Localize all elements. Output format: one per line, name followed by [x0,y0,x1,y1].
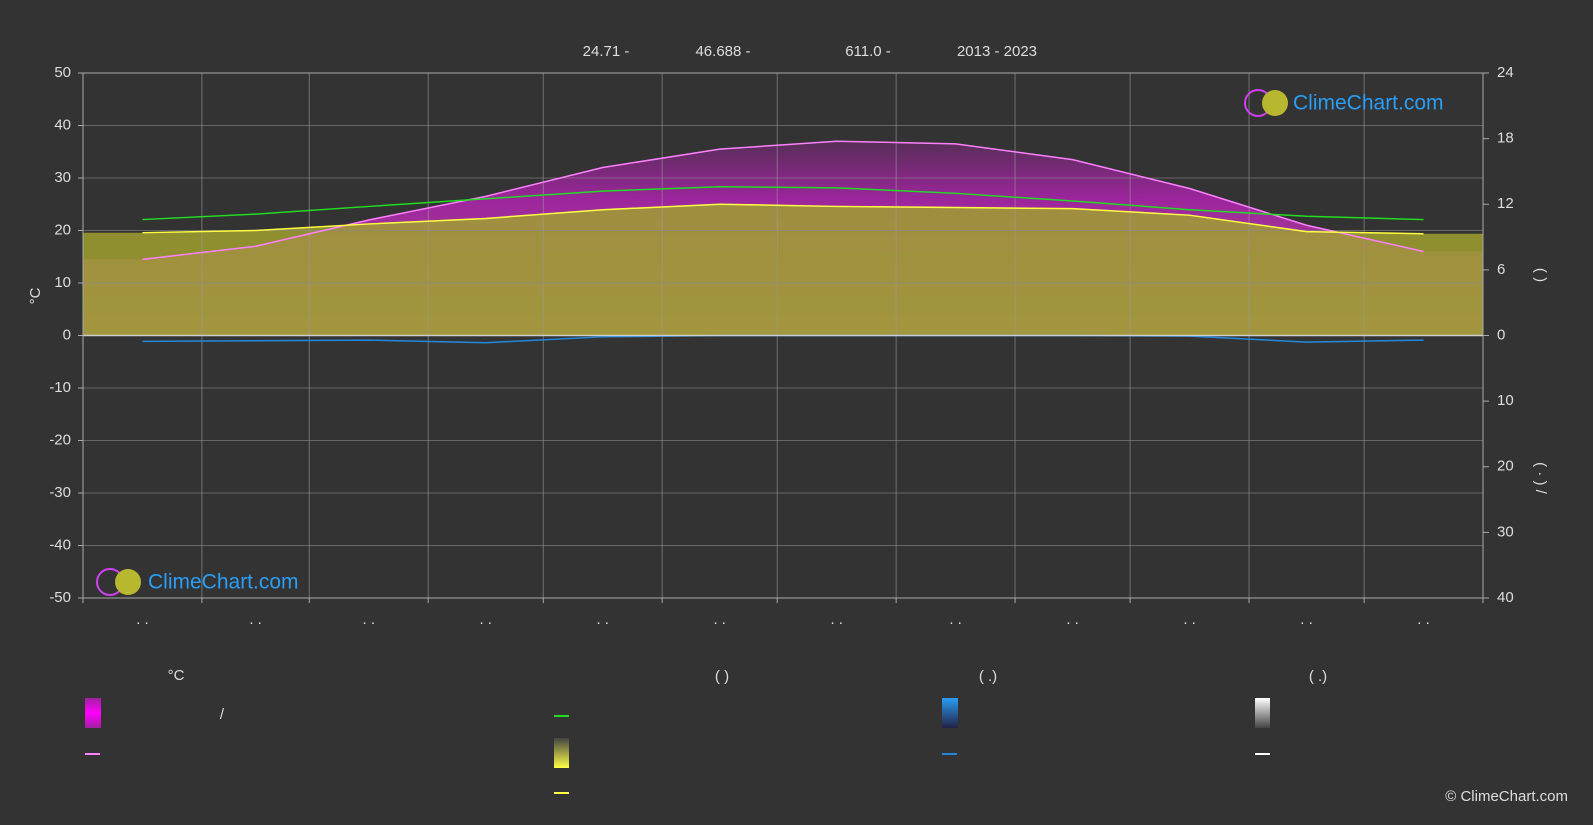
logo: ClimeChart.com ClimeChart.com [96,89,1444,596]
y-tick-label: -20 [49,431,71,448]
x-tick-label: . . [830,611,843,628]
y2-tick-label: 18 [1497,130,1514,147]
annotation: 611.0 - [845,43,891,60]
annotation: 24.71 - [583,43,630,60]
x-tick-label: . . [1183,611,1196,628]
y2-tick-label: 0 [1497,326,1505,343]
legend-heading: °C [168,667,185,684]
x-tick-label: . . [249,611,262,628]
area [83,204,1483,336]
y3-tick-label: 10 [1497,392,1514,409]
legend-heading: ( .) [979,668,997,685]
y-tick-label: 0 [63,326,71,343]
legend-heading: ( .) [1309,668,1327,685]
watermark: ClimeChart.com [1293,92,1444,115]
x-tick-label: . . [1066,611,1079,628]
x-tick-label: . . [596,611,609,628]
series-line [142,185,1424,221]
legend-swatch [942,698,958,728]
x-tick-label: . . [362,611,375,628]
plot-area [82,72,1484,599]
y-tick-label: 20 [54,221,71,238]
legend-swatch [554,738,569,768]
y-tick-label: -30 [49,484,71,501]
annotation: 2013 - 2023 [957,43,1037,60]
y-tick-label: -50 [49,589,71,606]
x-tick-label: . . [1417,611,1430,628]
x-tick-label: . . [1300,611,1313,628]
y-tick-label: 10 [54,274,71,291]
x-tick-label: . . [713,611,726,628]
y3-tick-label: 30 [1497,523,1514,540]
y3-axis-label: ( · ) / [1532,462,1549,494]
y-tick-label: 50 [54,64,71,81]
y2-tick-label: 24 [1497,64,1514,81]
y2-tick-label: 6 [1497,261,1505,278]
y-axis-label: °C [27,287,44,304]
y3-tick-label: 40 [1497,589,1514,606]
annotation: 46.688 - [695,43,750,60]
x-tick-label: . . [136,611,149,628]
watermark: ClimeChart.com [148,571,299,594]
y-tick-label: 40 [54,116,71,133]
y-tick-label: -40 [49,536,71,553]
series-line [142,203,1424,235]
y-tick-label: 30 [54,169,71,186]
legend-text: / [220,706,225,723]
legend-swatch [85,698,101,728]
legend-swatch [1255,698,1270,728]
legend-heading: ( ) [715,668,729,685]
y2-tick-label: 12 [1497,195,1514,212]
x-tick-label: . . [479,611,492,628]
y3-tick-label: 20 [1497,458,1514,475]
y2-axis-label: ( ) [1532,268,1549,282]
x-tick-label: . . [949,611,962,628]
y-tick-label: -10 [49,379,71,396]
copyright: © ClimeChart.com [1445,788,1568,805]
